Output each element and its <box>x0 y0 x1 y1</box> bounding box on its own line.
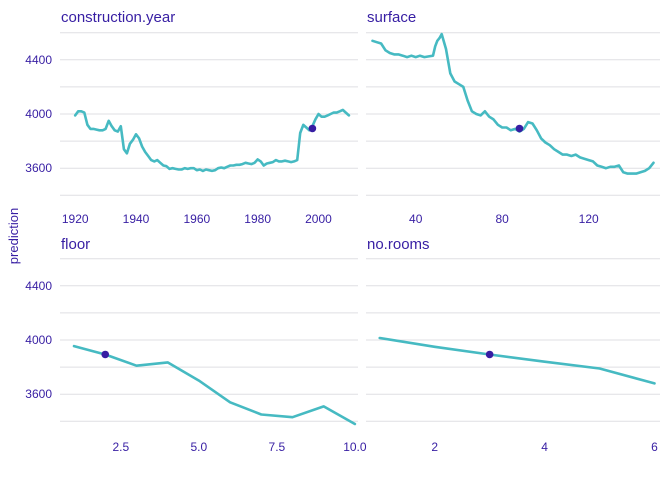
panel-surface: surface 40 80 120 <box>366 9 660 226</box>
panel-title: surface <box>367 9 416 26</box>
x-tick-label: 120 <box>579 212 599 226</box>
x-tick-label: 1980 <box>244 212 271 226</box>
y-tick-label: 4400 <box>25 53 52 67</box>
panel-title: no.rooms <box>367 236 430 253</box>
series-line <box>371 32 655 175</box>
panel-no-rooms: no.rooms 2 4 6 <box>366 236 660 454</box>
x-tick-label: 1920 <box>62 212 89 226</box>
x-tick-label: 4 <box>541 440 548 454</box>
y-tick-label: 3600 <box>25 161 52 175</box>
observation-point <box>308 124 317 133</box>
x-tick-label: 5.0 <box>191 440 208 454</box>
observation-point <box>485 350 494 359</box>
y-tick-label: 3600 <box>25 387 52 401</box>
panel-floor: floor 3600 4000 4400 2.5 5.0 7.5 10.0 <box>25 236 367 454</box>
y-axis-label: prediction <box>6 208 21 264</box>
x-tick-label: 2.5 <box>113 440 130 454</box>
x-tick-label: 1940 <box>123 212 150 226</box>
observation-point <box>101 350 110 359</box>
x-tick-label: 40 <box>409 212 423 226</box>
chart-panels: construction.year 3600 4000 4400 1920 1940 196… <box>25 9 660 454</box>
observation-point <box>515 124 524 133</box>
x-tick-label: 7.5 <box>269 440 286 454</box>
panel-title: construction.year <box>61 9 175 26</box>
series-line <box>72 344 357 426</box>
x-tick-label: 1960 <box>183 212 210 226</box>
x-tick-label: 2 <box>431 440 438 454</box>
y-tick-label: 4000 <box>25 333 52 347</box>
x-tick-label: 80 <box>496 212 510 226</box>
x-tick-label: 6 <box>651 440 658 454</box>
y-tick-label: 4000 <box>25 107 52 121</box>
y-tick-label: 4400 <box>25 279 52 293</box>
panel-construction-year: construction.year 3600 4000 4400 1920 1940 196… <box>25 9 358 226</box>
series-line <box>378 336 656 385</box>
x-tick-label: 2000 <box>305 212 332 226</box>
series-line <box>73 108 351 173</box>
x-tick-label: 10.0 <box>343 440 367 454</box>
panel-title: floor <box>61 236 90 253</box>
